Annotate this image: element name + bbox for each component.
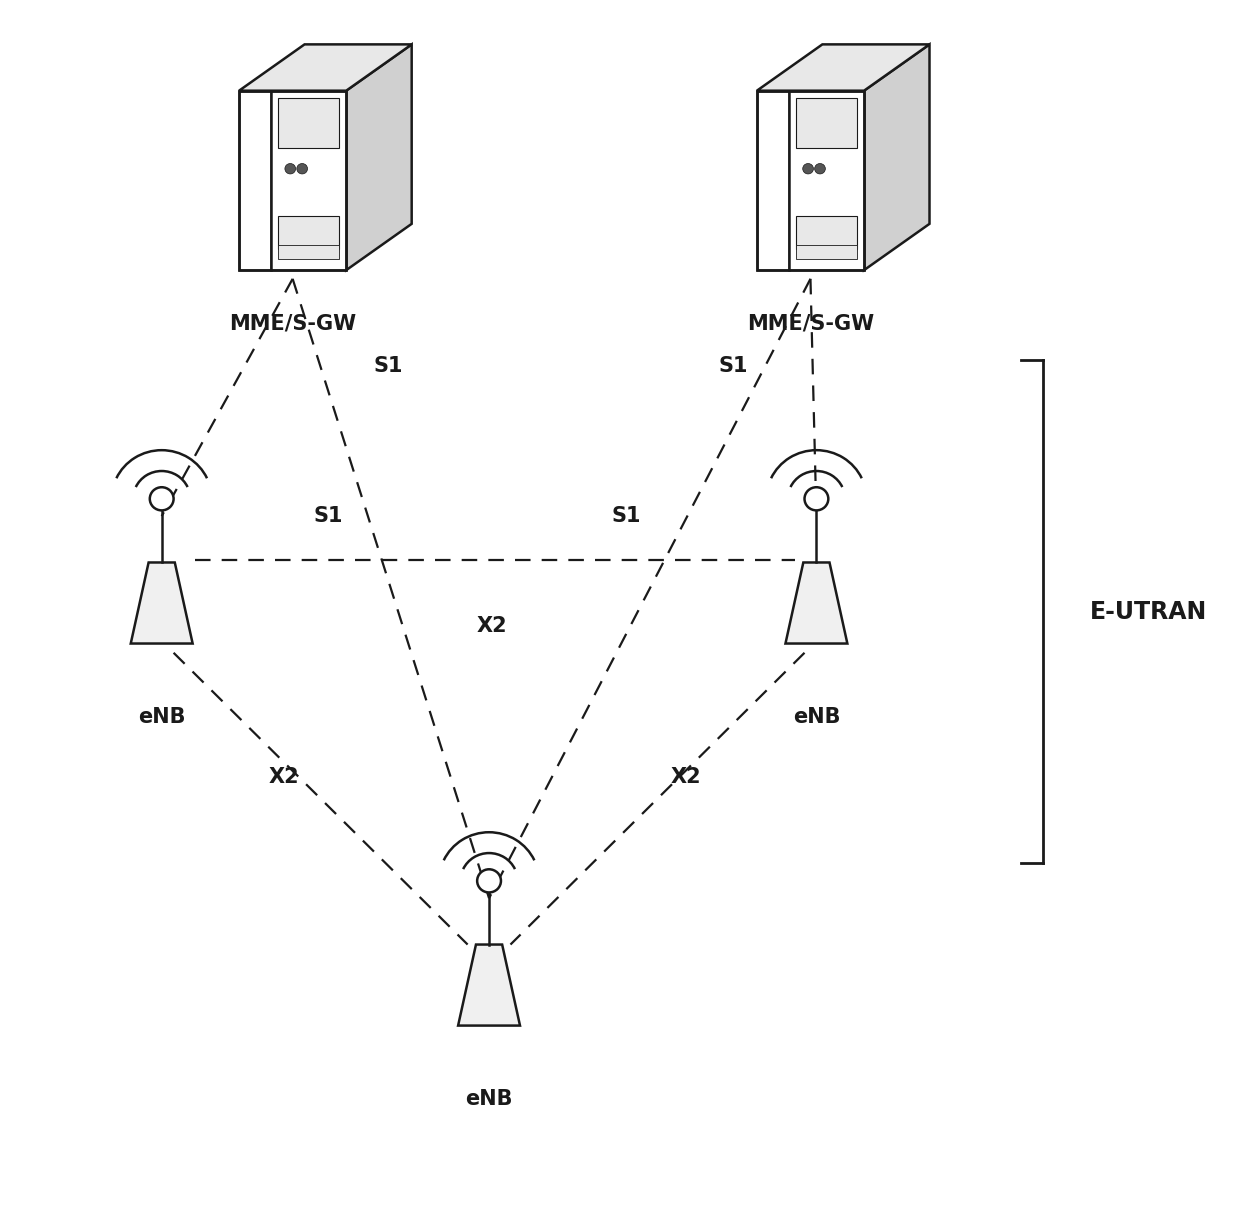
Bar bbox=[272, 90, 346, 270]
Text: S1: S1 bbox=[314, 507, 343, 526]
Circle shape bbox=[477, 870, 501, 892]
Polygon shape bbox=[239, 45, 412, 90]
Bar bbox=[239, 90, 346, 270]
Bar bbox=[756, 90, 864, 270]
Bar bbox=[239, 90, 272, 270]
Bar bbox=[278, 216, 339, 248]
Bar bbox=[789, 90, 864, 270]
Text: MME/S-GW: MME/S-GW bbox=[746, 314, 874, 334]
Circle shape bbox=[802, 164, 813, 174]
Text: eNB: eNB bbox=[792, 707, 841, 727]
Bar bbox=[796, 98, 857, 148]
Polygon shape bbox=[130, 562, 192, 644]
Polygon shape bbox=[785, 562, 847, 644]
Bar bbox=[796, 245, 857, 258]
Polygon shape bbox=[346, 45, 412, 270]
Bar bbox=[278, 98, 339, 148]
Bar bbox=[756, 90, 789, 270]
Text: X2: X2 bbox=[269, 767, 300, 786]
Text: E-UTRAN: E-UTRAN bbox=[1090, 601, 1208, 625]
Text: X2: X2 bbox=[670, 767, 701, 786]
Circle shape bbox=[805, 487, 828, 510]
Bar bbox=[796, 216, 857, 248]
Text: S1: S1 bbox=[611, 507, 641, 526]
Text: MME/S-GW: MME/S-GW bbox=[229, 314, 356, 334]
Bar bbox=[278, 245, 339, 258]
Polygon shape bbox=[756, 45, 930, 90]
Text: S1: S1 bbox=[718, 356, 748, 375]
Polygon shape bbox=[864, 45, 930, 270]
Polygon shape bbox=[458, 944, 520, 1025]
Circle shape bbox=[815, 164, 826, 174]
Text: S1: S1 bbox=[373, 356, 403, 375]
Text: eNB: eNB bbox=[465, 1089, 513, 1110]
Text: eNB: eNB bbox=[138, 707, 186, 727]
Circle shape bbox=[285, 164, 295, 174]
Circle shape bbox=[150, 487, 174, 510]
Text: X2: X2 bbox=[476, 616, 507, 636]
Circle shape bbox=[296, 164, 308, 174]
